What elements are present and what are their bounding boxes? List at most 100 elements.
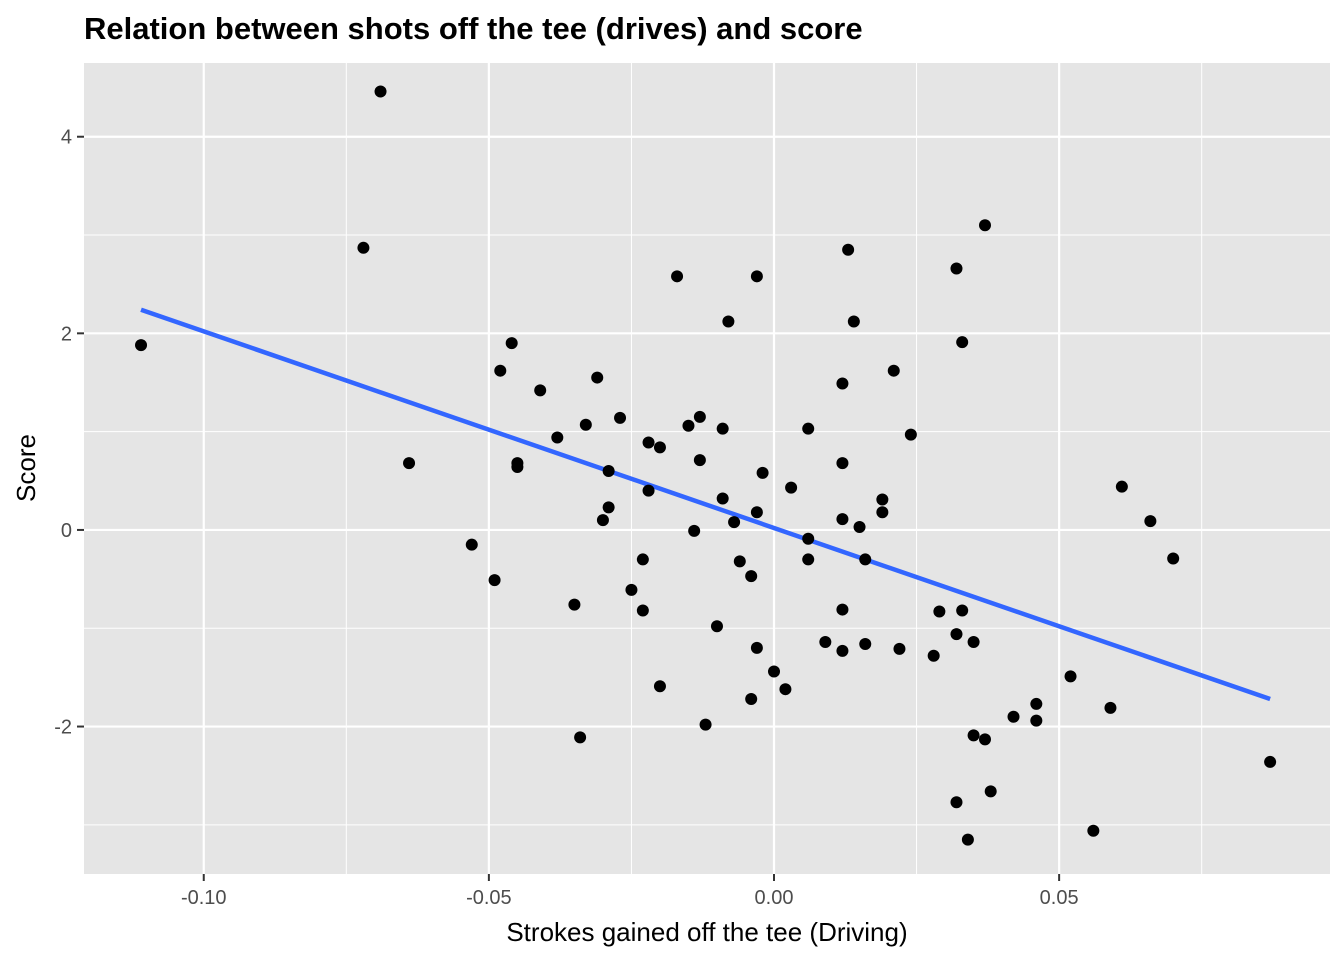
data-point: [802, 532, 815, 545]
data-point: [591, 371, 604, 384]
data-point: [716, 492, 729, 505]
data-point: [653, 680, 666, 693]
data-point: [636, 604, 649, 617]
data-point: [716, 422, 729, 435]
data-point: [1115, 480, 1128, 493]
trend-line: [140, 307, 1271, 702]
data-point: [693, 454, 706, 467]
x-axis-ticks: -0.10 -0.05 0.00 0.05: [181, 874, 1079, 909]
data-point: [847, 315, 860, 328]
data-point: [950, 628, 963, 641]
data-point: [978, 219, 991, 232]
y-tick-label: -2: [54, 717, 72, 739]
data-point: [836, 603, 849, 616]
data-point: [927, 649, 940, 662]
data-point: [642, 484, 655, 497]
data-point: [967, 636, 980, 649]
y-tick-label: 0: [61, 520, 72, 542]
data-point: [568, 598, 581, 611]
data-point: [904, 428, 917, 441]
data-point: [819, 636, 832, 649]
data-point: [614, 411, 627, 424]
data-point: [636, 553, 649, 566]
y-axis-title: Score: [11, 434, 41, 502]
data-point: [961, 833, 974, 846]
data-point: [688, 524, 701, 537]
data-point: [1104, 701, 1117, 714]
data-point: [978, 733, 991, 746]
data-point: [768, 665, 781, 678]
data-point: [579, 418, 592, 431]
y-axis-ticks: -2 0 2 4: [54, 127, 84, 739]
data-point: [602, 501, 615, 514]
data-point: [642, 436, 655, 449]
data-point: [574, 731, 587, 744]
data-point: [1144, 515, 1157, 528]
minor-gridlines: [84, 63, 1330, 874]
data-point: [745, 570, 758, 583]
data-point: [859, 553, 872, 566]
data-point: [750, 270, 763, 283]
x-tick-label: -0.10: [181, 887, 227, 909]
data-point: [933, 605, 946, 618]
x-tick-label: -0.05: [466, 887, 512, 909]
data-point: [956, 336, 969, 349]
data-point: [722, 315, 735, 328]
data-point: [1007, 710, 1020, 723]
data-point: [750, 641, 763, 654]
data-point: [699, 718, 712, 731]
data-point: [1087, 824, 1100, 837]
data-point: [750, 506, 763, 519]
data-point: [956, 604, 969, 617]
data-point: [887, 364, 900, 377]
data-point: [733, 555, 746, 568]
data-point: [950, 796, 963, 809]
data-point: [836, 513, 849, 526]
data-point: [1264, 755, 1277, 768]
data-point: [1064, 670, 1077, 683]
chart-title: Relation between shots off the tee (driv…: [84, 11, 863, 46]
data-point: [756, 466, 769, 479]
data-point: [511, 461, 524, 474]
data-point: [625, 583, 638, 596]
data-point: [967, 729, 980, 742]
x-tick-label: 0.00: [755, 887, 794, 909]
data-point: [505, 337, 518, 350]
data-point: [836, 644, 849, 657]
data-point: [693, 410, 706, 423]
data-point: [802, 553, 815, 566]
data-point: [374, 85, 387, 98]
x-axis-title: Strokes gained off the tee (Driving): [506, 917, 907, 947]
data-point: [710, 620, 723, 633]
data-point: [984, 785, 997, 798]
data-point: [779, 683, 792, 696]
data-point: [950, 262, 963, 275]
data-point: [893, 642, 906, 655]
data-point: [876, 506, 889, 519]
data-point: [671, 270, 684, 283]
y-tick-label: 4: [61, 127, 72, 149]
plot-panel: [84, 63, 1330, 874]
data-point: [1167, 552, 1180, 565]
y-tick-label: 2: [61, 323, 72, 345]
data-point: [859, 637, 872, 650]
data-point: [745, 693, 758, 706]
data-point: [1030, 697, 1043, 710]
data-point: [1030, 714, 1043, 727]
data-point: [853, 520, 866, 533]
x-tick-label: 0.05: [1040, 887, 1079, 909]
data-point: [728, 516, 741, 529]
data-point: [135, 339, 148, 352]
data-point: [802, 422, 815, 435]
data-point: [596, 514, 609, 527]
data-point: [488, 574, 501, 587]
data-point: [357, 241, 370, 254]
data-point: [653, 441, 666, 454]
data-point: [836, 457, 849, 470]
data-point: [465, 538, 478, 551]
data-point: [403, 457, 416, 470]
points-layer: [135, 85, 1277, 846]
data-point: [534, 384, 547, 397]
data-point: [785, 481, 798, 494]
